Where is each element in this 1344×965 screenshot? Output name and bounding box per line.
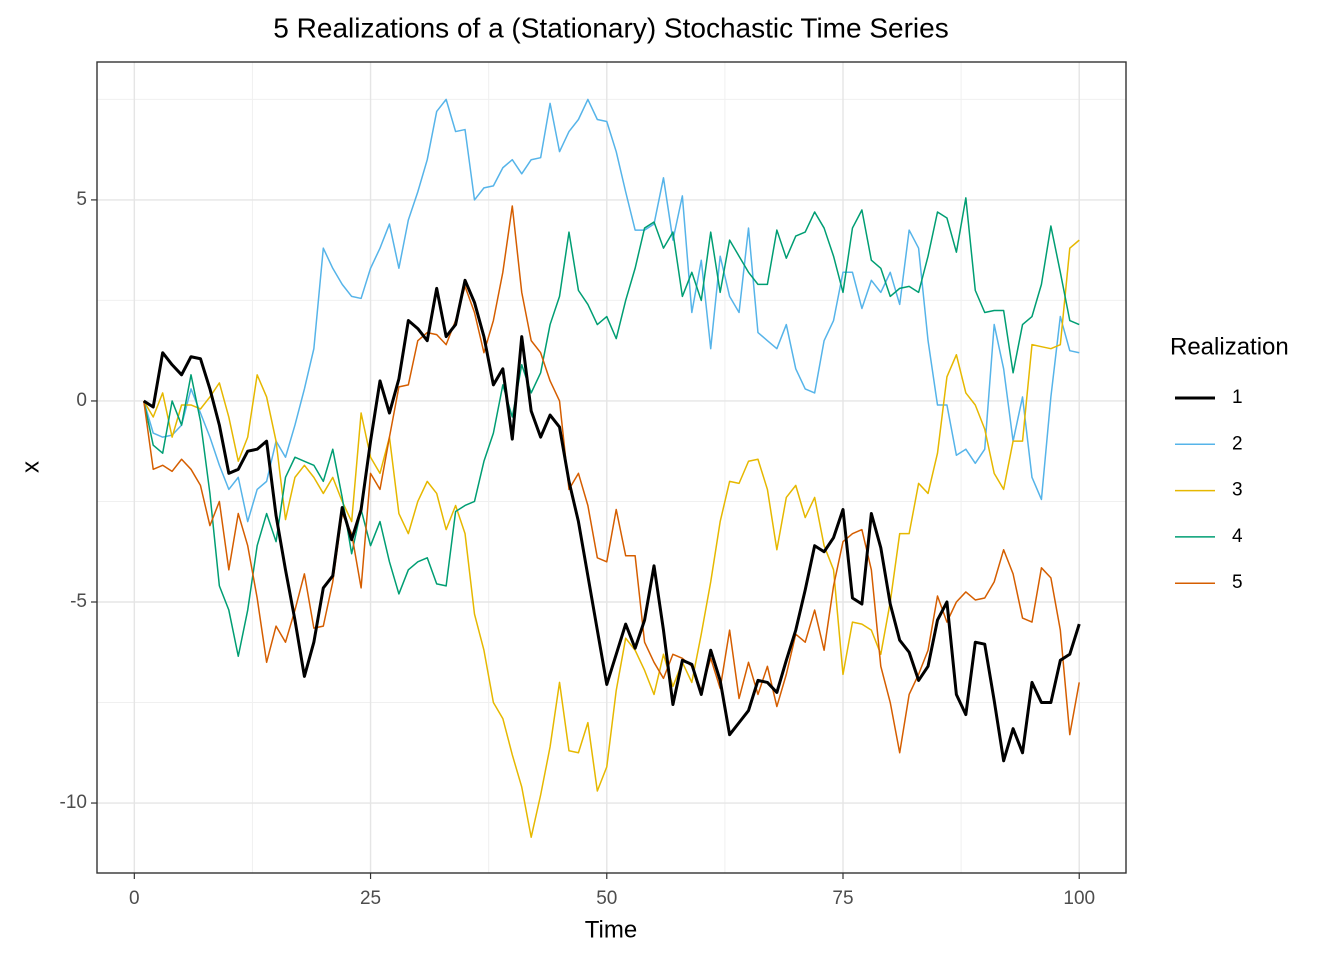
y-tick-label: 5 — [76, 189, 87, 210]
x-tick-label: 0 — [129, 888, 140, 909]
chart-title: 5 Realizations of a (Stationary) Stochas… — [273, 12, 948, 43]
series-line — [142, 278, 1081, 763]
x-axis-label: Time — [585, 916, 637, 943]
x-tick-label: 75 — [832, 888, 853, 909]
y-tick-label: -5 — [70, 591, 87, 612]
legend-title: Realization — [1170, 333, 1289, 360]
legend-label: 2 — [1232, 433, 1243, 454]
y-tick-label: 0 — [76, 390, 87, 411]
legend-label: 4 — [1232, 526, 1243, 547]
y-tick-label: -10 — [60, 792, 87, 813]
series-line — [143, 197, 1080, 658]
y-axis-label: x — [17, 461, 44, 473]
series-line — [143, 239, 1080, 838]
series-line — [143, 98, 1080, 523]
plot-border — [96, 61, 1127, 874]
legend-label: 5 — [1232, 572, 1243, 593]
legend-label: 1 — [1232, 387, 1243, 408]
x-tick-label: 50 — [596, 888, 617, 909]
series-line — [143, 205, 1080, 754]
x-tick-label: 25 — [360, 888, 381, 909]
x-tick-label: 100 — [1063, 888, 1095, 909]
legend-label: 3 — [1232, 480, 1243, 501]
